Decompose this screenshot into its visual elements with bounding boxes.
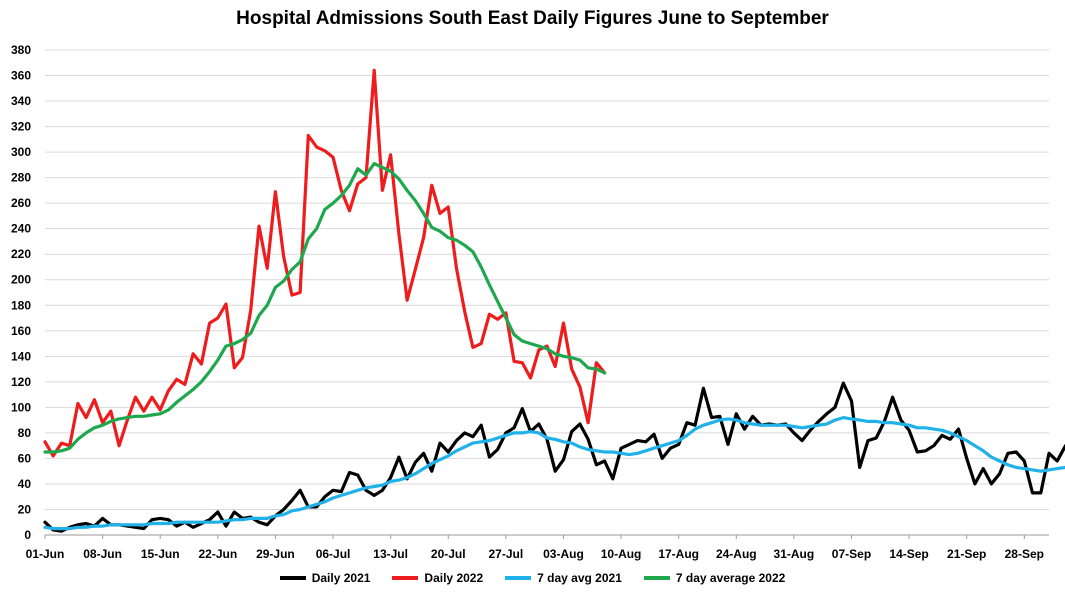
x-tick-label: 24-Aug: [716, 547, 757, 561]
x-tick-label: 28-Sep: [1005, 547, 1044, 561]
y-tick-label: 160: [11, 324, 31, 338]
y-tick-label: 340: [11, 94, 31, 108]
y-tick-label: 60: [18, 451, 32, 465]
x-tick-label: 07-Sep: [832, 547, 871, 561]
x-tick-label: 13-Jul: [373, 547, 408, 561]
legend-label: Daily 2022: [424, 571, 484, 585]
x-tick-label: 15-Jun: [141, 547, 180, 561]
y-axis-ticks: 0 20 40 60 80 100 120 140 160 180 200 220 240 260 280 3…: [11, 43, 31, 542]
x-tick-label: 01-Jun: [26, 547, 65, 561]
x-tick-label: 21-Sep: [947, 547, 986, 561]
y-tick-label: 0: [24, 528, 31, 542]
legend-label: 7 day avg 2021: [537, 571, 622, 585]
legend-label: 7 day average 2022: [675, 571, 786, 585]
y-tick-label: 300: [11, 145, 31, 159]
series-line-7-day-average-2022: [43, 162, 607, 454]
legend-swatch: [392, 576, 419, 580]
x-tick-label: 31-Aug: [774, 547, 815, 561]
legend-item: 7 day average 2022: [643, 571, 786, 585]
series-line-daily-2022: [43, 68, 607, 458]
y-tick-label: 140: [11, 349, 31, 363]
y-tick-label: 220: [11, 247, 31, 261]
x-tick-label: 03-Aug: [543, 547, 584, 561]
gridlines: [45, 49, 1049, 536]
y-tick-label: 120: [11, 375, 31, 389]
x-tick-label: 10-Aug: [601, 547, 642, 561]
x-tick-label: 06-Jul: [316, 547, 351, 561]
y-tick-label: 240: [11, 222, 31, 236]
y-tick-label: 260: [11, 196, 31, 210]
legend-item: 7 day avg 2021: [505, 571, 622, 585]
y-tick-label: 100: [11, 400, 31, 414]
chart-title: Hospital Admissions South East Daily Fig…: [236, 8, 829, 29]
y-tick-label: 380: [11, 43, 31, 57]
legend-item: Daily 2021: [279, 571, 371, 585]
y-tick-label: 20: [18, 502, 32, 516]
x-tick-label: 29-Jun: [256, 547, 295, 561]
legend-item: Daily 2022: [392, 571, 483, 585]
x-axis-ticks: 01-Jun 08-Jun 15-Jun 22-Jun 29-Jun 06-Jul 13-J…: [26, 535, 1044, 561]
y-tick-label: 180: [11, 298, 31, 312]
y-tick-label: 40: [18, 477, 32, 491]
series-line-7-day-avg-2021: [43, 416, 1065, 531]
series-line-daily-2021: [43, 381, 1065, 533]
x-tick-label: 27-Jul: [489, 547, 524, 561]
legend-swatch: [505, 576, 532, 580]
x-tick-label: 22-Jun: [198, 547, 237, 561]
legend-label: Daily 2021: [311, 571, 371, 585]
x-tick-label: 20-Jul: [431, 547, 466, 561]
y-tick-label: 80: [18, 426, 32, 440]
x-tick-label: 17-Aug: [658, 547, 699, 561]
x-tick-label: 08-Jun: [83, 547, 122, 561]
legend-swatch: [279, 576, 306, 580]
series-lines: [43, 68, 1065, 533]
y-tick-label: 200: [11, 273, 31, 287]
y-tick-label: 320: [11, 120, 31, 134]
x-tick-label: 14-Sep: [889, 547, 928, 561]
legend: Daily 2021 Daily 2022 7 day avg 2021 7 day …: [0, 571, 1065, 585]
legend-swatch: [643, 576, 670, 580]
y-tick-label: 360: [11, 69, 31, 83]
y-tick-label: 280: [11, 171, 31, 185]
